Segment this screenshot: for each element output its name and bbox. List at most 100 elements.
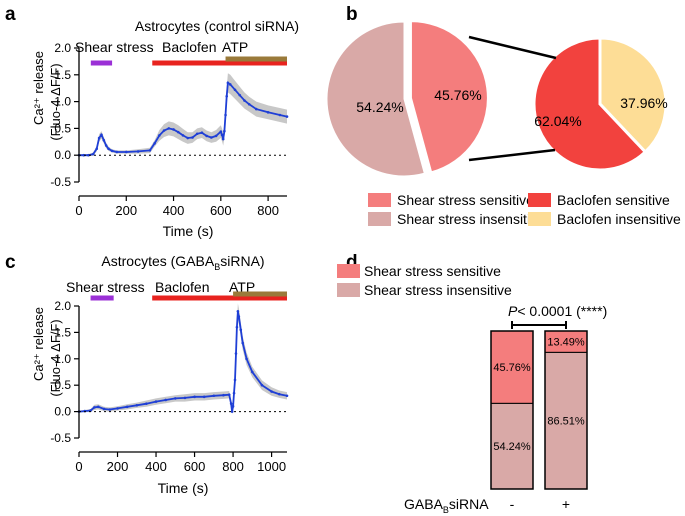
panel-c-y-tick-label: -0.5 (50, 431, 71, 445)
panel-c-trace-point (245, 357, 248, 361)
panel-c-trace-point (102, 407, 106, 411)
bar-outline (544, 330, 588, 490)
panel-a-trace-point (278, 113, 282, 117)
panel-a-trace-point (195, 132, 199, 136)
panel-a-y-tick-label: 0.5 (54, 121, 71, 135)
pie-shear-insensitive-label: 54.24% (356, 99, 403, 115)
panel-a-trace-point (205, 134, 208, 138)
panel-a-trace-point (226, 81, 230, 85)
panel-b-pie-charts: 45.76% 54.24% 62.04% 37.96% Shear stress s… (326, 20, 681, 227)
bar-category-label: - (510, 496, 515, 512)
panel-c-trace-point (277, 392, 281, 396)
panel-label-b: b (346, 4, 358, 25)
panel-c-trace-point (232, 391, 236, 395)
pie-connector-bottom (468, 148, 556, 162)
panel-c-treatment-label: Shear stress (66, 279, 145, 295)
panel-c-ylabel-line2: (Fluo-4 ΔF/F) (48, 319, 63, 396)
panel-a-trace-point (148, 149, 152, 152)
panel-c-trace-point (239, 328, 243, 332)
panel-c-trace-point (183, 396, 187, 400)
pie-legend-label: Baclofen sensitive (557, 192, 670, 208)
panel-a-xlabel: Time (s) (163, 223, 214, 239)
bar-segment-label: 54.24% (493, 441, 531, 453)
panel-d-significance-text: < 0.0001 (****) (517, 303, 607, 319)
panel-a-trace-point (224, 113, 227, 117)
panel-a-trace-point (219, 130, 223, 133)
panel-a-x-tick-label: 400 (163, 203, 185, 218)
panel-a-trace-point (221, 137, 225, 141)
bar-legend-swatch (337, 264, 360, 278)
panel-a-trace-point (95, 147, 99, 151)
panel-c-trace-point (251, 370, 254, 374)
pie-connector-top (468, 35, 557, 60)
panel-d-xlabel-pre: GABA (404, 496, 444, 512)
panel-c-trace-point (270, 390, 273, 393)
panel-a-trace-point (82, 153, 86, 157)
panel-c-x-tick-label: 400 (145, 459, 167, 474)
panel-a-trace-point (228, 83, 232, 86)
panel-a-trace-point (167, 127, 171, 130)
panel-a-mean-trace (79, 81, 288, 157)
panel-c-x-tick-label: 0 (75, 459, 82, 474)
panel-label-a: a (5, 4, 16, 25)
panel-c-trace-point (164, 398, 167, 402)
panel-a-title: Astrocytes (control siRNA) (135, 18, 299, 34)
panel-c-trace-point (93, 406, 96, 409)
panel-c-y-tick-label: 1.5 (54, 325, 71, 339)
panel-a-y-tick-label: 1.5 (54, 68, 71, 82)
pie-baclofen-insensitive-label: 37.96% (620, 95, 667, 111)
panel-c-trace-point (193, 395, 196, 399)
panel-label-c: c (5, 252, 16, 273)
panel-c-trace-point (260, 383, 264, 387)
panel-c-trace-point (235, 325, 239, 329)
panel-a-trace-point (110, 149, 114, 153)
panel-a-trace-point (220, 133, 224, 137)
panel-a-trace-point (107, 147, 110, 151)
panel-label-d: d (346, 252, 358, 273)
panel-a-trace-point (91, 152, 95, 156)
panel-a-y-tick-label: 1.0 (54, 95, 71, 109)
panel-a-trace-point (233, 88, 237, 92)
panel-a-trace-point (225, 94, 229, 98)
panel-a-trace-point (102, 138, 106, 142)
panel-c-trace-point (135, 403, 139, 407)
panel-c-trace-point (125, 405, 129, 409)
panel-a-trace-point (247, 102, 251, 106)
panel-a-trace-point (181, 134, 185, 137)
bar-segment-label: 45.76% (493, 362, 531, 374)
bar-segment-label: 13.49% (547, 337, 585, 349)
panel-c-x-tick-label: 600 (184, 459, 206, 474)
panel-c-trace-point (241, 341, 245, 345)
panel-a-trace-point (200, 131, 204, 134)
panel-a-x-tick-label: 0 (75, 203, 82, 218)
panel-a-trace-point (214, 134, 218, 138)
panel-c-trace-point (237, 315, 241, 318)
panel-a-trace-chart: Astrocytes (control siRNA) Shear stress B… (31, 18, 299, 239)
panel-a-x-tick-label: 600 (210, 203, 232, 218)
panel-a-error-band (79, 73, 287, 157)
panel-c-x-tick-label: 800 (222, 459, 244, 474)
panel-a-treatment-label: Baclofen (162, 39, 216, 55)
panel-a-trace-point (285, 115, 289, 118)
panel-a-x-tick-label: 200 (115, 203, 137, 218)
panel-a-trace-point (186, 136, 190, 140)
panel-a-trace-point (243, 99, 246, 102)
bar-legend-label: Shear stress sensitive (364, 263, 501, 279)
panel-c-trace-point (173, 397, 177, 400)
panel-c-treatment-label: ATP (229, 279, 255, 295)
panel-c-trace-point (230, 410, 234, 413)
panel-d-significance: P< 0.0001 (****) (508, 303, 607, 319)
pie-baclofen-sensitive-slice (532, 36, 648, 172)
panel-a-trace-point (115, 150, 119, 154)
panel-c-y-tick-label: 1.0 (54, 352, 71, 366)
panel-c-trace-point (222, 393, 225, 397)
panel-c-x-tick-label: 200 (107, 459, 129, 474)
panel-c-trace-point (233, 378, 237, 382)
panel-a-trace-point (97, 136, 101, 140)
panel-c-title-post: siRNA) (220, 253, 264, 269)
panel-c-trace-point (154, 400, 158, 403)
panel-c-trace-point (108, 408, 112, 411)
panel-d-xlabel-sub: B (443, 505, 449, 515)
panel-a-trace-point (176, 130, 180, 134)
